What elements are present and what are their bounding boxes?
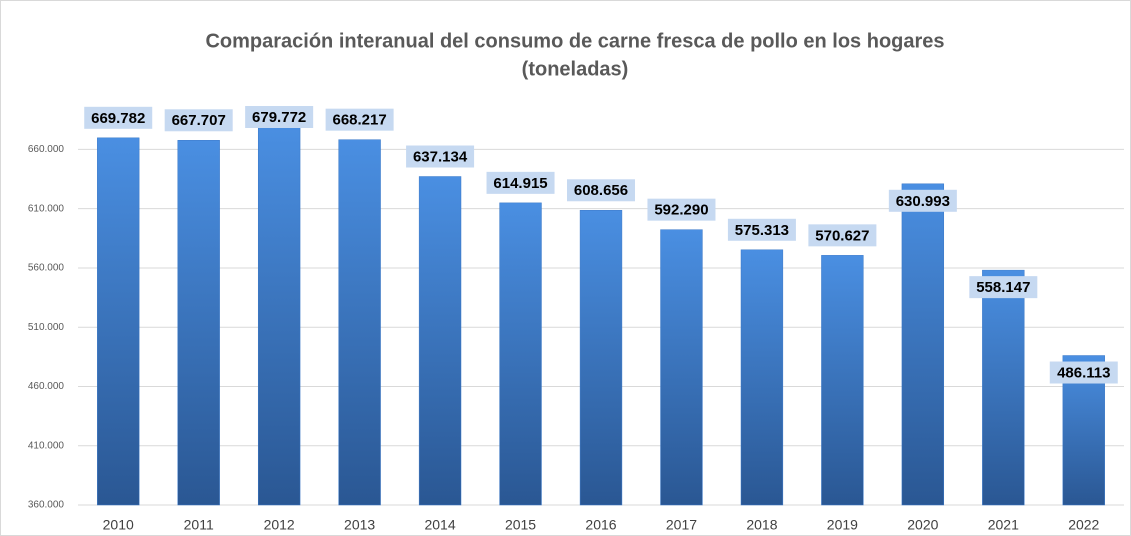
value-label-box [164, 109, 233, 132]
value-label-box [84, 106, 153, 129]
value-label: 575.313 [735, 222, 789, 239]
x-tick-label: 2014 [424, 517, 455, 533]
value-label-box [727, 218, 796, 241]
value-label-box [1049, 361, 1118, 384]
bar [740, 249, 784, 506]
value-label-box [808, 224, 877, 247]
y-tick-label: 410.000 [28, 440, 65, 451]
value-label-box [406, 145, 475, 168]
value-label-box [969, 276, 1038, 299]
x-tick-label: 2017 [666, 517, 697, 533]
x-tick-label: 2015 [505, 517, 536, 533]
bar [338, 139, 381, 506]
x-tick-label: 2011 [184, 517, 214, 533]
x-tick-label: 2016 [585, 517, 616, 533]
value-label: 558.147 [976, 279, 1030, 296]
x-tick-label: 2013 [344, 517, 375, 533]
y-tick-label: 610.000 [28, 203, 65, 214]
value-label: 667.707 [172, 112, 226, 129]
x-tick-label: 2019 [827, 517, 858, 533]
x-tick-label: 2018 [746, 517, 777, 533]
y-tick-label: 560.000 [28, 263, 65, 274]
y-tick-label: 660.000 [28, 144, 65, 155]
value-label: 679.772 [252, 109, 306, 126]
chart-title: Comparación interanual del consumo de ca… [205, 30, 944, 52]
value-label: 614.915 [493, 175, 547, 192]
x-tick-label: 2021 [988, 517, 1019, 533]
value-label-box [888, 189, 957, 212]
value-label-box [567, 179, 635, 202]
x-tick-label: 2010 [103, 517, 134, 533]
value-label: 592.290 [654, 202, 708, 219]
bar [982, 269, 1025, 506]
bar [499, 202, 542, 506]
value-label-box [647, 198, 716, 221]
bar [418, 176, 462, 506]
value-label: 486.113 [1057, 364, 1110, 381]
value-label: 608.656 [574, 182, 628, 199]
bar [177, 140, 220, 506]
bar [579, 210, 623, 506]
chart-subtitle: (toneladas) [522, 58, 629, 80]
y-tick-label: 360.000 [28, 500, 65, 511]
y-tick-label: 460.000 [28, 381, 65, 392]
bar [257, 125, 301, 506]
value-label-box [486, 171, 555, 194]
y-tick-label: 510.000 [28, 322, 65, 333]
bar [660, 229, 703, 506]
value-label: 669.782 [91, 110, 145, 127]
value-label: 637.134 [413, 148, 468, 165]
bar [97, 137, 140, 506]
x-tick-label: 2012 [264, 517, 295, 533]
x-tick-label: 2022 [1068, 517, 1099, 533]
bar [901, 183, 945, 506]
value-label-box [245, 106, 314, 128]
value-label: 570.627 [815, 227, 869, 244]
value-label-box [325, 108, 394, 131]
x-tick-label: 2020 [907, 517, 938, 533]
value-label: 668.217 [332, 112, 386, 129]
bar [821, 255, 864, 506]
value-label: 630.993 [896, 193, 950, 210]
